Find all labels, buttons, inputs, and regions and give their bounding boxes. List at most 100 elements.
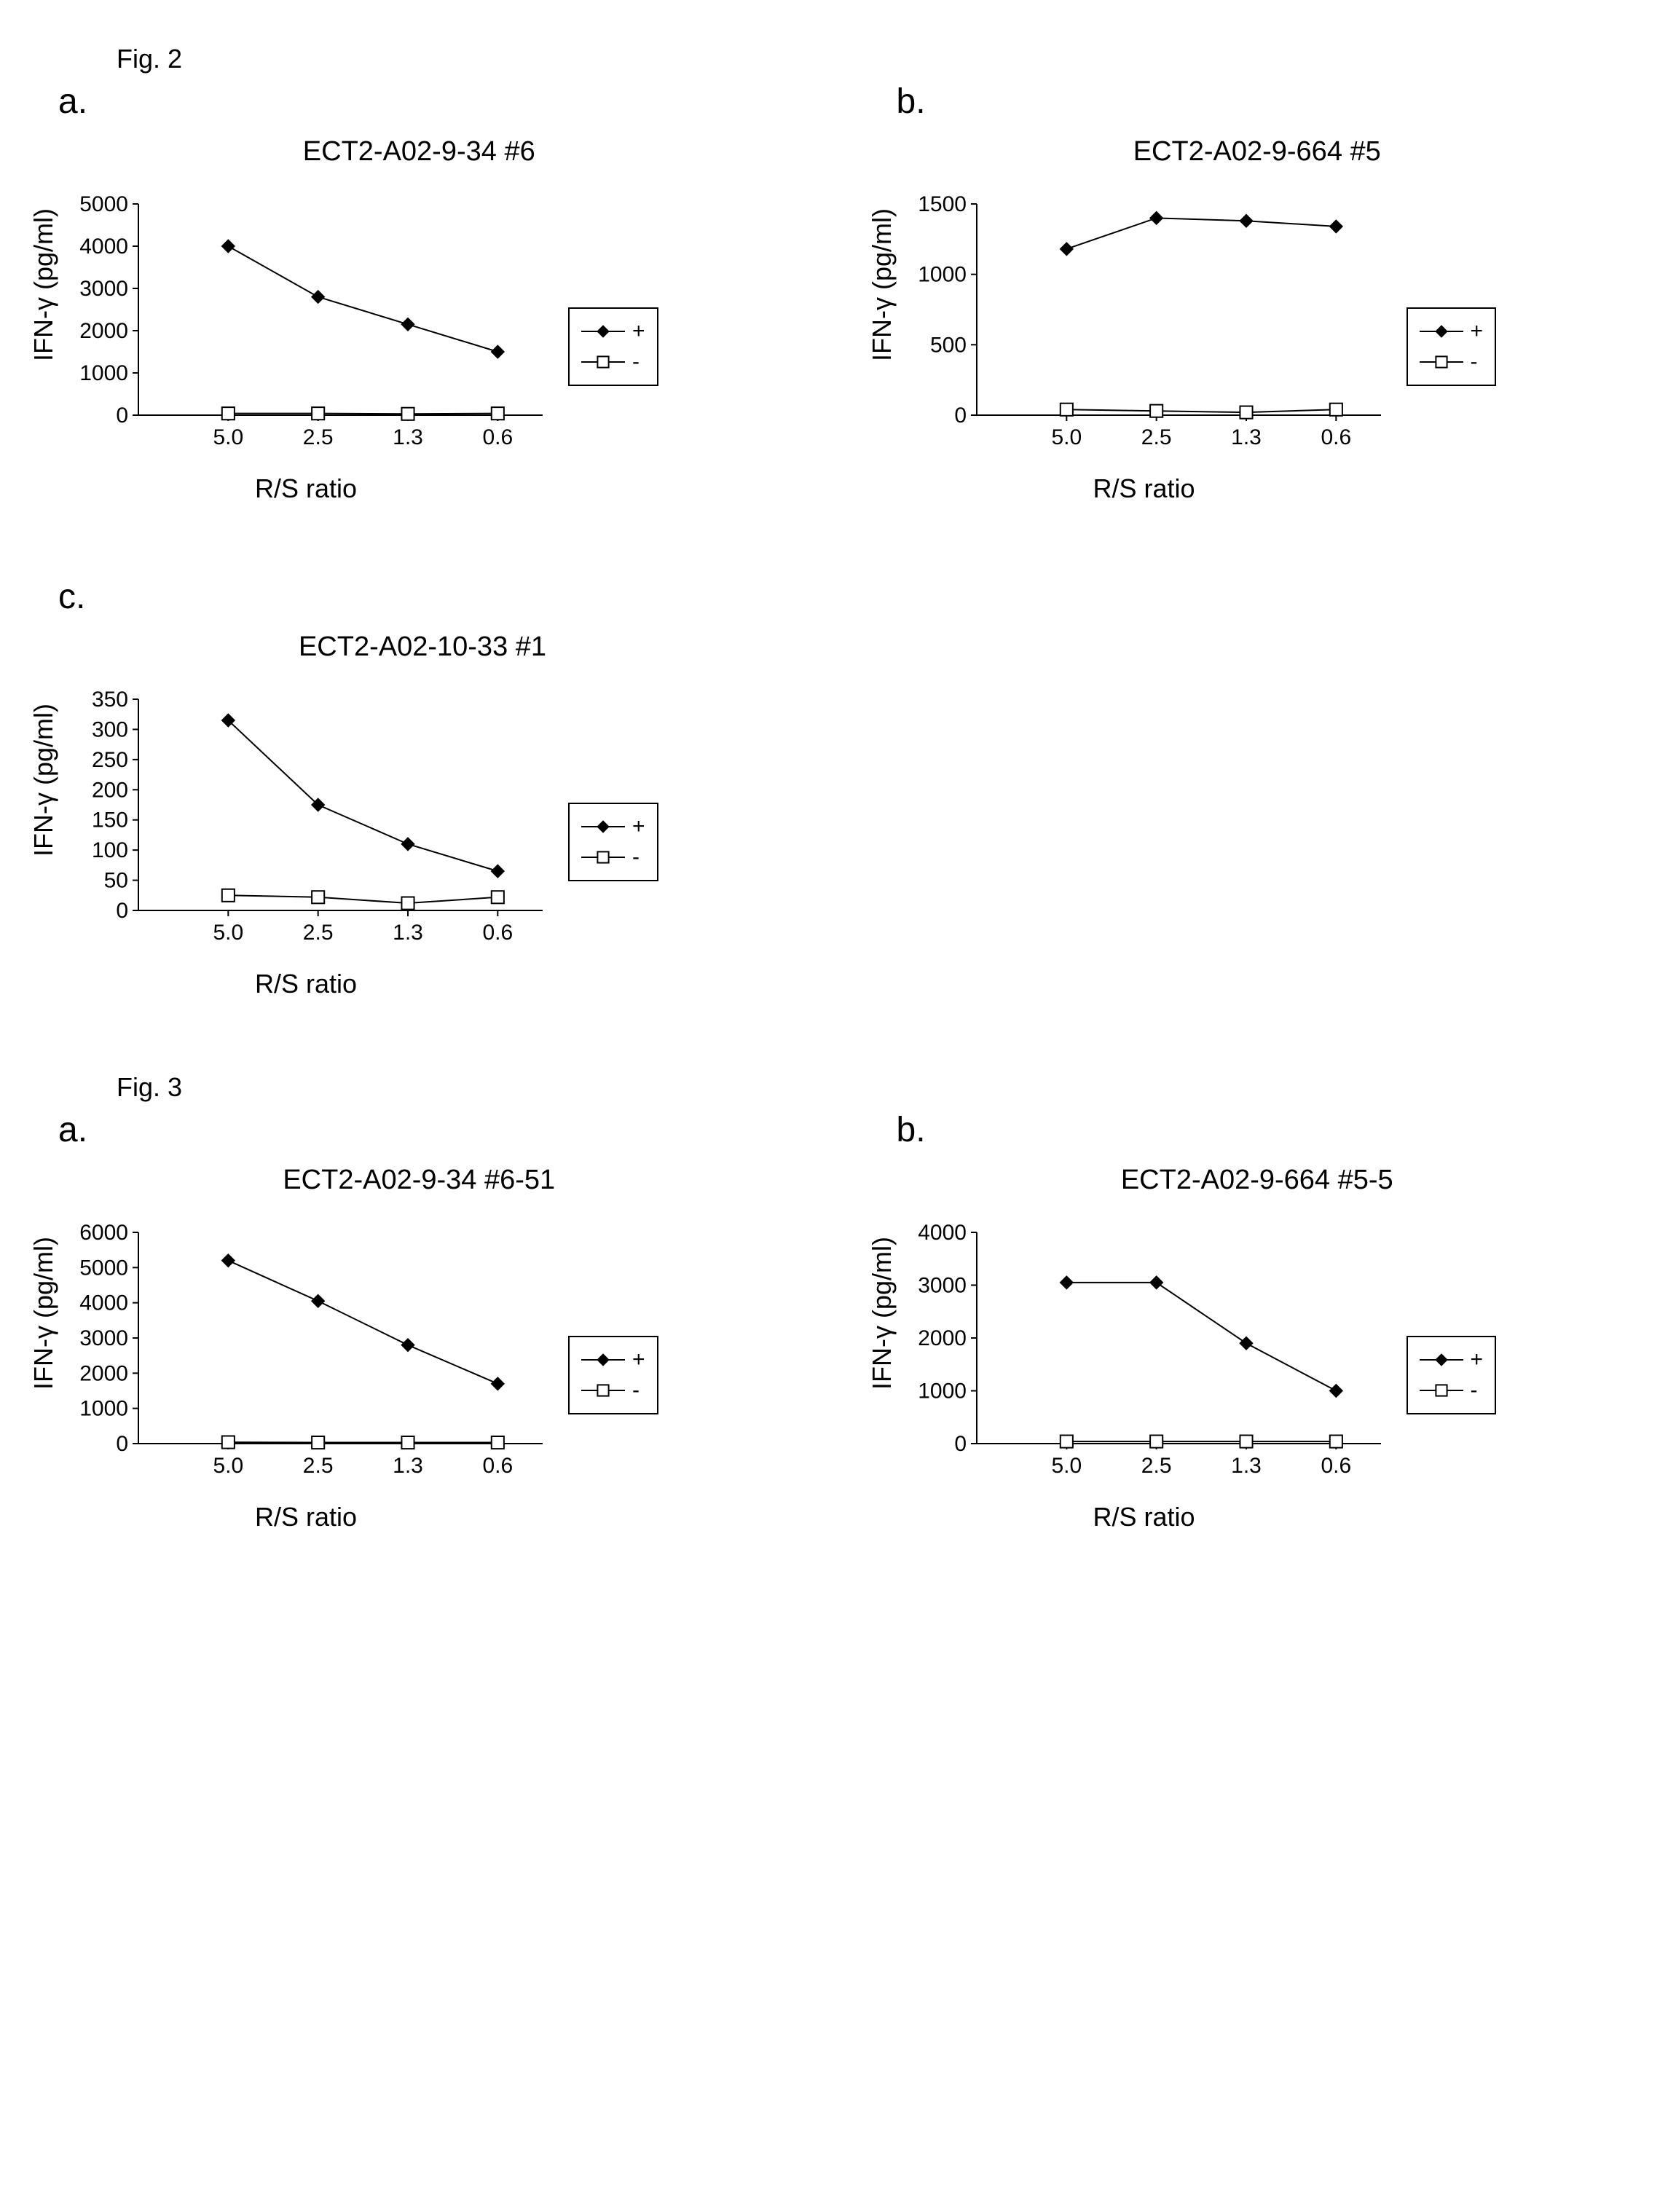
legend-item: - (1420, 1375, 1484, 1406)
legend-label: + (632, 316, 645, 347)
legend-label: - (632, 347, 640, 377)
legend-label: - (1471, 347, 1478, 377)
figure-2-row-2: c. ECT2-A02-10-33 #1 IFN-γ (pg/ml) 05010… (29, 577, 1647, 999)
svg-text:2000: 2000 (918, 1326, 967, 1350)
svg-text:300: 300 (92, 717, 128, 741)
svg-text:100: 100 (92, 838, 128, 862)
y-axis-label: IFN-γ (pg/ml) (867, 1361, 897, 1390)
svg-text:0: 0 (954, 404, 967, 428)
legend-label: + (1471, 316, 1484, 347)
legend-label: + (1471, 1345, 1484, 1375)
chart-area: 0100020003000400050005.02.51.30.6 R/S ra… (58, 189, 554, 504)
panel-letter: a. (58, 82, 809, 122)
legend-item: - (581, 842, 645, 873)
chart-title: ECT2-A02-10-33 #1 (29, 631, 816, 663)
panel-letter: b. (897, 1110, 1648, 1150)
x-axis-label: R/S ratio (897, 473, 1392, 504)
svg-text:150: 150 (92, 808, 128, 833)
chart-title: ECT2-A02-9-664 #5-5 (867, 1165, 1648, 1196)
panel-f3a: a. ECT2-A02-9-34 #6-51 IFN-γ (pg/ml) 010… (29, 1110, 809, 1532)
svg-text:0: 0 (116, 1432, 128, 1456)
chart-wrap: IFN-γ (pg/ml) 0500100015005.02.51.30.6 R… (867, 189, 1648, 504)
svg-text:1500: 1500 (918, 192, 967, 216)
legend: +- (568, 803, 658, 881)
legend-item: + (581, 1345, 645, 1375)
legend-label: + (632, 1345, 645, 1375)
panel-f2a: a. ECT2-A02-9-34 #6 IFN-γ (pg/ml) 010002… (29, 82, 809, 504)
svg-text:5.0: 5.0 (1051, 425, 1082, 449)
svg-text:1.3: 1.3 (393, 1454, 423, 1478)
figure-2-label: Fig. 2 (117, 44, 1647, 74)
x-axis-label: R/S ratio (58, 473, 554, 504)
legend-item: - (1420, 347, 1484, 377)
svg-text:1000: 1000 (79, 361, 128, 385)
svg-text:5.0: 5.0 (213, 425, 243, 449)
legend-item: + (581, 811, 645, 842)
chart-title: ECT2-A02-9-34 #6-51 (29, 1165, 809, 1196)
svg-text:200: 200 (92, 778, 128, 802)
svg-text:2.5: 2.5 (303, 425, 334, 449)
x-axis-label: R/S ratio (58, 969, 554, 999)
legend-item: + (581, 316, 645, 347)
legend: +- (1406, 1336, 1497, 1414)
legend-item: + (1420, 1345, 1484, 1375)
chart-wrap: IFN-γ (pg/ml) 0501001502002503003505.02.… (29, 685, 816, 999)
svg-text:2000: 2000 (79, 319, 128, 343)
svg-text:6000: 6000 (79, 1221, 128, 1245)
chart-area: 010002000300040005.02.51.30.6 R/S ratio (897, 1218, 1392, 1532)
legend-label: - (632, 842, 640, 873)
page: Fig. 2 a. ECT2-A02-9-34 #6 IFN-γ (pg/ml)… (29, 44, 1647, 1532)
svg-text:4000: 4000 (918, 1221, 967, 1245)
svg-text:0: 0 (954, 1432, 967, 1456)
legend-label: - (632, 1375, 640, 1406)
panel-letter: c. (58, 577, 816, 617)
chart-title: ECT2-A02-9-664 #5 (867, 136, 1648, 168)
x-axis-label: R/S ratio (897, 1502, 1392, 1532)
svg-text:1.3: 1.3 (393, 921, 423, 945)
svg-text:1.3: 1.3 (1231, 425, 1262, 449)
svg-text:0.6: 0.6 (1321, 1454, 1351, 1478)
svg-text:0: 0 (116, 404, 128, 428)
chart-wrap: IFN-γ (pg/ml) 010002000300040005.02.51.3… (867, 1218, 1648, 1532)
legend: +- (1406, 307, 1497, 386)
legend-label: - (1471, 1375, 1478, 1406)
legend-item: - (581, 1375, 645, 1406)
figure-3-row-1: a. ECT2-A02-9-34 #6-51 IFN-γ (pg/ml) 0 10… (29, 1110, 1647, 1532)
chart-wrap: IFN-γ (pg/ml) 01000200030004000500060005… (29, 1218, 809, 1532)
svg-text:2.5: 2.5 (303, 1454, 334, 1478)
svg-text:3000: 3000 (79, 277, 128, 301)
svg-text:1000: 1000 (79, 1397, 128, 1421)
y-axis-label: IFN-γ (pg/ml) (28, 827, 59, 857)
svg-text:250: 250 (92, 748, 128, 772)
svg-text:1.3: 1.3 (1231, 1454, 1262, 1478)
legend-item: + (1420, 316, 1484, 347)
svg-text:5000: 5000 (79, 1256, 128, 1280)
legend: +- (568, 1336, 658, 1414)
figure-3-label: Fig. 3 (117, 1072, 1647, 1103)
svg-text:350: 350 (92, 688, 128, 712)
panel-f2b: b. ECT2-A02-9-664 #5 IFN-γ (pg/ml) 05001… (867, 82, 1648, 504)
svg-text:4000: 4000 (79, 235, 128, 259)
chart-area: 0501001502002503003505.02.51.30.6 R/S ra… (58, 685, 554, 999)
svg-text:0.6: 0.6 (482, 1454, 513, 1478)
svg-text:5000: 5000 (79, 192, 128, 216)
svg-text:5.0: 5.0 (213, 1454, 243, 1478)
panel-f3b: b. ECT2-A02-9-664 #5-5 IFN-γ (pg/ml) 0 10… (867, 1110, 1648, 1532)
svg-text:1000: 1000 (918, 1379, 967, 1404)
panel-letter: a. (58, 1110, 809, 1150)
legend: +- (568, 307, 658, 386)
svg-text:1.3: 1.3 (393, 425, 423, 449)
svg-text:1000: 1000 (918, 263, 967, 287)
svg-text:50: 50 (104, 869, 128, 893)
svg-text:0.6: 0.6 (1321, 425, 1351, 449)
svg-text:5.0: 5.0 (213, 921, 243, 945)
chart-wrap: IFN-γ (pg/ml) 0100020003000400050005.02.… (29, 189, 809, 504)
svg-text:2000: 2000 (79, 1361, 128, 1385)
legend-label: + (632, 811, 645, 842)
panel-letter: b. (897, 82, 1648, 122)
chart-area: 0500100015005.02.51.30.6 R/S ratio (897, 189, 1392, 504)
svg-text:2.5: 2.5 (1141, 1454, 1171, 1478)
svg-text:0.6: 0.6 (482, 921, 513, 945)
svg-text:2.5: 2.5 (1141, 425, 1171, 449)
chart-title: ECT2-A02-9-34 #6 (29, 136, 809, 168)
